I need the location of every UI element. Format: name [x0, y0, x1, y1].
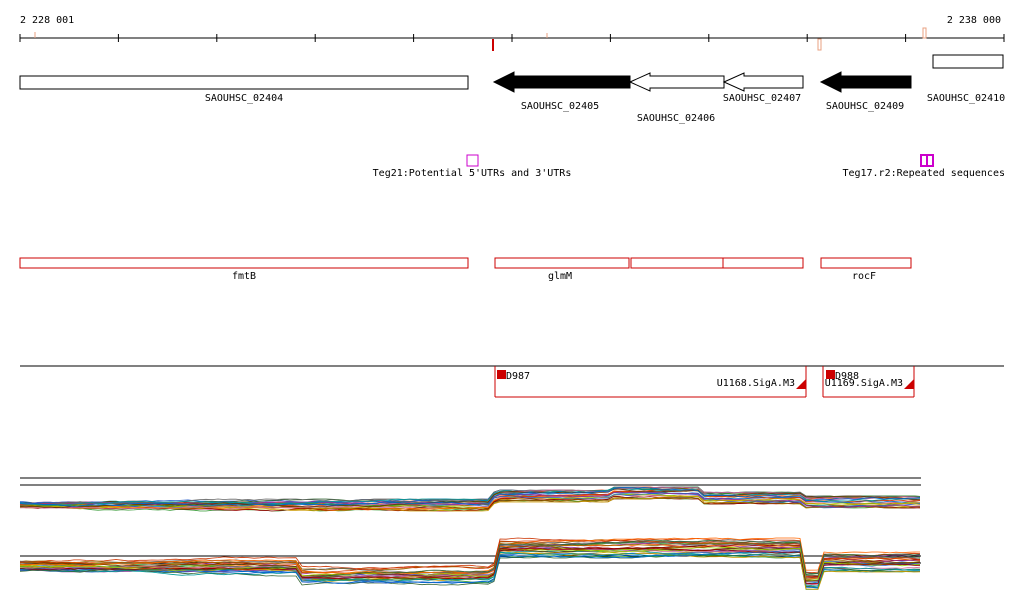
- gene-label: SAOUHSC_02404: [205, 93, 283, 104]
- gene-label: SAOUHSC_02410: [927, 93, 1005, 104]
- expression-track: [19, 477, 921, 590]
- operon-track: fmtB glmM rocF: [19, 257, 912, 282]
- expression-trace: [19, 547, 920, 585]
- teg21-feature[interactable]: [466, 154, 479, 167]
- regulatory-label: Teg21:Potential 5'UTRs and 3'UTRs: [373, 168, 572, 179]
- gene-label: SAOUHSC_02406: [637, 113, 715, 124]
- promoter-d988[interactable]: [826, 370, 835, 379]
- expression-trace: [19, 486, 921, 510]
- ruler-marker: [817, 38, 822, 51]
- expression-trace: [19, 553, 921, 588]
- ruler-marker: [922, 27, 927, 39]
- expression-trace: [19, 495, 921, 512]
- expression-trace: [19, 487, 921, 506]
- operon-glmm-part[interactable]: [630, 257, 724, 269]
- gene-saouhsc-02407[interactable]: [722, 72, 804, 92]
- operon-label: glmM: [548, 271, 572, 282]
- terminator-marker: [796, 379, 806, 389]
- expression-trace: [19, 541, 921, 578]
- operon-fmtb[interactable]: [19, 257, 469, 269]
- gene-saouhsc-02409[interactable]: [819, 71, 912, 93]
- promoter-label: D988: [835, 371, 859, 382]
- promoter-label: D987: [506, 371, 530, 382]
- operon-glmm-part[interactable]: [722, 257, 804, 269]
- gene-label: SAOUHSC_02405: [521, 101, 599, 112]
- expression-profiles-upper: [19, 486, 921, 512]
- operon-rocf[interactable]: [820, 257, 912, 269]
- regulatory-track: Teg21:Potential 5'UTRs and 3'UTRs Teg17.…: [373, 154, 1005, 179]
- gene-saouhsc-02404[interactable]: [19, 75, 469, 90]
- expression-trace: [19, 493, 921, 510]
- gene-track: SAOUHSC_02404 SAOUHSC_02405 SAOUHSC_0240…: [19, 54, 1005, 124]
- promoter-d987[interactable]: [497, 370, 506, 379]
- expression-trace: [19, 487, 921, 507]
- operon-label: rocF: [852, 271, 876, 282]
- expression-trace: [19, 547, 921, 581]
- expression-trace: [19, 539, 921, 578]
- gene-saouhsc-02410[interactable]: [932, 54, 1004, 69]
- expression-trace: [19, 547, 921, 585]
- ruler-start-label: 2 228 001: [20, 15, 74, 26]
- gene-label: SAOUHSC_02407: [723, 93, 801, 104]
- ruler-ticks: [19, 34, 1005, 42]
- gene-saouhsc-02406[interactable]: [628, 72, 725, 92]
- ruler-end-label: 2 238 000: [947, 15, 1001, 26]
- expression-profiles-lower: [19, 537, 921, 590]
- expression-trace: [19, 551, 921, 587]
- transcript-label: U1169.SigA.M3: [825, 378, 903, 389]
- gene-saouhsc-02405[interactable]: [492, 71, 631, 93]
- operon-glmm[interactable]: [494, 257, 630, 269]
- operon-label: fmtB: [232, 271, 256, 282]
- expression-trace: [19, 537, 921, 574]
- regulatory-label: Teg17.r2:Repeated sequences: [842, 168, 1005, 179]
- expression-trace: [19, 488, 921, 509]
- expression-trace: [19, 545, 921, 582]
- terminator-marker: [904, 379, 914, 389]
- ruler-red-marker: [492, 39, 494, 51]
- transcript-label: U1168.SigA.M3: [717, 378, 795, 389]
- coordinate-ruler: 2 228 001 2 238 000: [19, 15, 1005, 51]
- gene-label: SAOUHSC_02409: [826, 101, 904, 112]
- transcript-track: D987 U1168.SigA.M3 D988 U1169.SigA.M3: [20, 365, 1004, 398]
